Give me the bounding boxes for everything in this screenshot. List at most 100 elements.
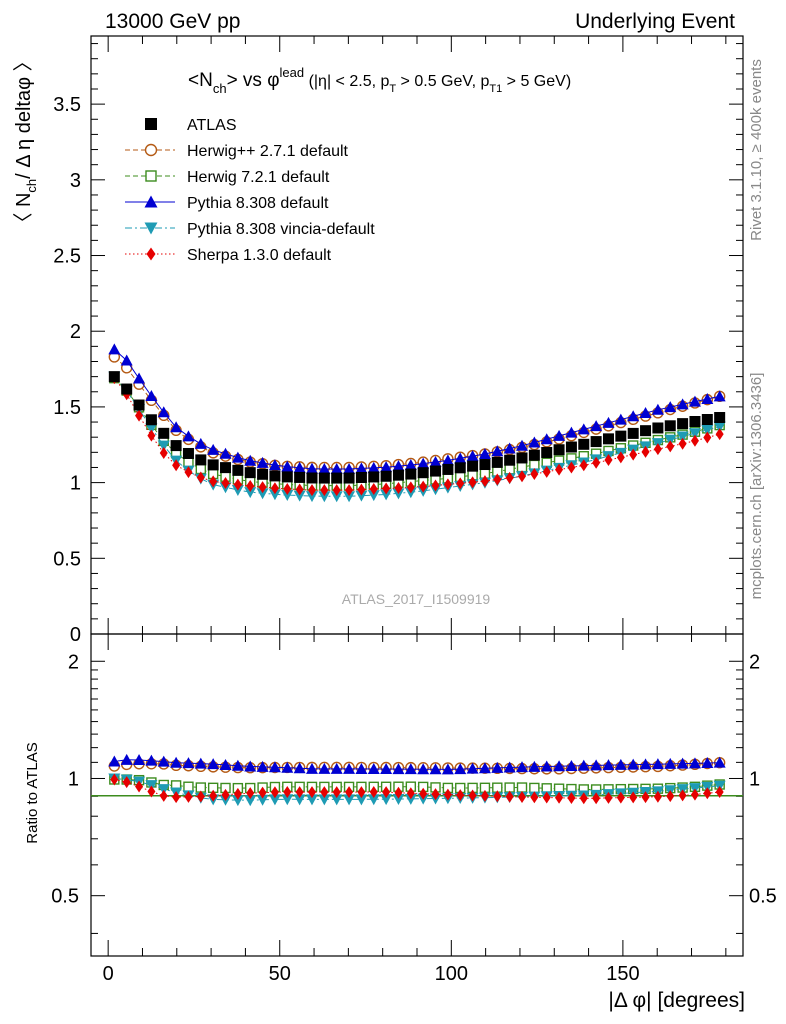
marker-triangle-up — [318, 762, 331, 774]
marker-triangle-up — [194, 757, 207, 769]
marker-square — [158, 427, 170, 439]
marker-triangle-up — [627, 758, 640, 770]
marker-diamond — [616, 451, 625, 464]
marker-square-open — [145, 170, 157, 182]
marker-diamond — [307, 484, 316, 497]
marker-square — [145, 118, 157, 130]
marker-triangle-up — [417, 763, 430, 775]
ratio-ytick-label-right: 0.5 — [749, 886, 777, 908]
marker-triangle-down — [281, 490, 294, 502]
marker-triangle-down — [343, 491, 356, 503]
marker-triangle-up — [170, 421, 183, 433]
marker-square — [306, 472, 318, 484]
marker-diamond — [456, 477, 465, 490]
marker-diamond — [345, 484, 354, 497]
marker-diamond — [209, 789, 218, 802]
marker-triangle-down — [145, 423, 158, 435]
marker-triangle-down — [380, 489, 393, 501]
legend-label: Herwig 7.2.1 default — [187, 169, 330, 186]
marker-triangle-down — [367, 794, 380, 806]
marker-diamond — [184, 466, 193, 479]
marker-diamond — [629, 448, 638, 461]
marker-triangle-up — [120, 753, 133, 765]
marker-triangle-up — [516, 761, 529, 773]
marker-square — [664, 420, 676, 432]
marker-diamond — [678, 437, 687, 450]
marker-triangle-up — [404, 458, 417, 470]
marker-triangle-up — [194, 437, 207, 449]
marker-diamond — [246, 480, 255, 493]
marker-diamond — [394, 481, 403, 494]
y-axis-label-main: 〈 Nch/ Δ η deltaφ 〉 — [13, 51, 39, 232]
ratio-series-3 — [108, 753, 726, 775]
marker-triangle-down — [701, 424, 714, 436]
marker-triangle-down — [157, 784, 170, 796]
marker-triangle-down — [676, 431, 689, 443]
marker-diamond — [283, 482, 292, 495]
marker-triangle-down — [404, 793, 417, 805]
plot-title-main: <N — [188, 70, 213, 91]
marker-triangle-up — [392, 763, 405, 775]
marker-triangle-up — [293, 762, 306, 774]
marker-diamond — [419, 787, 428, 800]
marker-diamond — [159, 447, 168, 460]
marker-diamond — [443, 478, 452, 491]
marker-triangle-up — [528, 436, 541, 448]
marker-triangle-up — [441, 763, 454, 775]
marker-triangle-up — [268, 459, 281, 471]
main-ytick-label: 0.5 — [53, 548, 81, 570]
plot-title-cut3: > 5 GeV) — [502, 73, 571, 90]
marker-square — [281, 471, 293, 483]
marker-triangle-up — [454, 763, 467, 775]
main-ytick-label: 1 — [70, 473, 81, 495]
marker-diamond — [703, 787, 712, 800]
marker-triangle-up — [133, 753, 146, 765]
marker-square — [145, 414, 157, 426]
marker-diamond — [332, 484, 341, 497]
marker-triangle-up — [231, 451, 244, 463]
marker-diamond — [653, 790, 662, 803]
legend-entry: Pythia 8.308 default — [125, 195, 329, 212]
marker-triangle-up — [602, 416, 615, 428]
legend-label: ATLAS — [187, 117, 237, 134]
marker-triangle-up — [602, 759, 615, 771]
marker-diamond — [369, 483, 378, 496]
series-line — [113, 349, 720, 470]
marker-square — [430, 465, 442, 477]
marker-diamond — [530, 468, 539, 481]
legend-entry: ATLAS — [145, 117, 237, 134]
marker-triangle-up — [207, 758, 220, 770]
marker-triangle-up — [355, 762, 368, 774]
marker-diamond — [616, 791, 625, 804]
marker-triangle-up — [108, 755, 121, 767]
marker-triangle-down — [392, 794, 405, 806]
marker-diamond — [690, 788, 699, 801]
legend-label: Pythia 8.308 default — [187, 195, 329, 212]
marker-square-open — [529, 782, 540, 794]
marker-square — [454, 462, 466, 474]
legend-entry: Herwig++ 2.7.1 default — [125, 143, 349, 160]
marker-triangle-down — [281, 794, 294, 806]
marker-diamond — [431, 788, 440, 801]
marker-triangle-up — [256, 760, 269, 772]
marker-square — [220, 462, 232, 474]
marker-diamond — [295, 483, 304, 496]
ratio-ytick-label: 1 — [68, 768, 79, 790]
marker-diamond — [666, 440, 675, 453]
marker-triangle-up — [219, 758, 232, 770]
marker-triangle-up — [565, 426, 578, 438]
marker-diamond — [147, 429, 156, 442]
marker-diamond — [542, 791, 551, 804]
marker-square — [467, 460, 479, 472]
marker-triangle-up — [207, 443, 220, 455]
marker-square — [355, 471, 367, 483]
marker-square — [195, 454, 207, 466]
xtick-label: 150 — [606, 963, 639, 985]
marker-diamond — [493, 473, 502, 486]
marker-triangle-up — [244, 760, 257, 772]
marker-triangle-up — [219, 447, 232, 459]
main-ytick-label: 1.5 — [53, 397, 81, 419]
series-5 — [110, 372, 724, 497]
marker-triangle-up — [268, 761, 281, 773]
marker-diamond — [258, 481, 267, 494]
